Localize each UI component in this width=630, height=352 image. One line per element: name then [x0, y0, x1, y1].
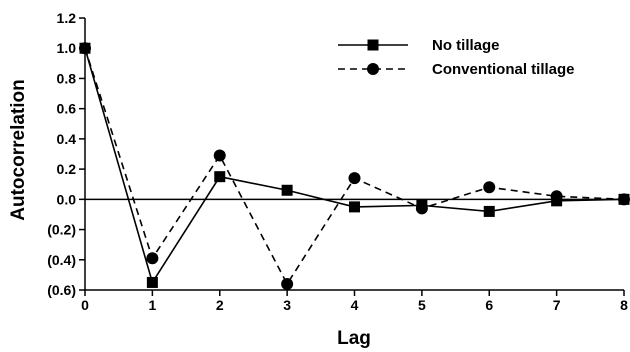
legend-circle-icon [367, 63, 379, 75]
square-data-point [281, 184, 293, 196]
circle-data-point [483, 181, 496, 194]
series-line-conventional-tillage [84, 47, 625, 286]
circle-data-point [281, 277, 294, 290]
y-tick-label: (0.6) [47, 282, 76, 298]
x-tick-label: 4 [351, 297, 359, 313]
x-tick-label: 0 [81, 297, 89, 313]
circle-data-point [415, 202, 428, 215]
y-tick-label: 0.0 [57, 191, 77, 207]
x-tick-label: 6 [485, 297, 493, 313]
y-tick-label: (0.4) [47, 252, 76, 268]
square-data-point [349, 201, 360, 213]
legend-square-icon [367, 39, 379, 51]
x-tick-label: 1 [148, 297, 156, 313]
circle-data-point [348, 172, 361, 185]
circle-data-point [618, 193, 630, 206]
y-tick-label: 1.2 [57, 10, 77, 26]
y-axis-title: Autocorrelation [8, 79, 29, 220]
x-tick-label: 3 [283, 297, 291, 313]
circle-data-point [213, 149, 226, 162]
y-tick-label: 0.2 [57, 161, 77, 177]
circle-data-point [79, 42, 91, 55]
y-tick-label: 0.4 [57, 131, 77, 147]
legend-label: Conventional tillage [432, 61, 575, 78]
legend-label: No tillage [432, 37, 500, 54]
square-data-point [483, 205, 495, 217]
circle-data-point [550, 190, 563, 203]
series-line-no-tillage [84, 48, 625, 285]
y-tick-label: 1.0 [57, 40, 77, 56]
x-tick-label: 7 [553, 297, 561, 313]
y-tick-label: (0.2) [47, 222, 76, 238]
square-data-point [146, 276, 158, 288]
x-tick-label: 8 [620, 297, 628, 313]
x-tick-label: 2 [216, 297, 224, 313]
circle-data-point [146, 252, 159, 265]
x-axis-title: Lag [337, 328, 371, 349]
y-tick-label: 0.8 [57, 70, 77, 86]
square-data-point [214, 171, 226, 183]
y-tick-label: 0.6 [57, 101, 77, 117]
x-tick-label: 5 [418, 297, 426, 313]
